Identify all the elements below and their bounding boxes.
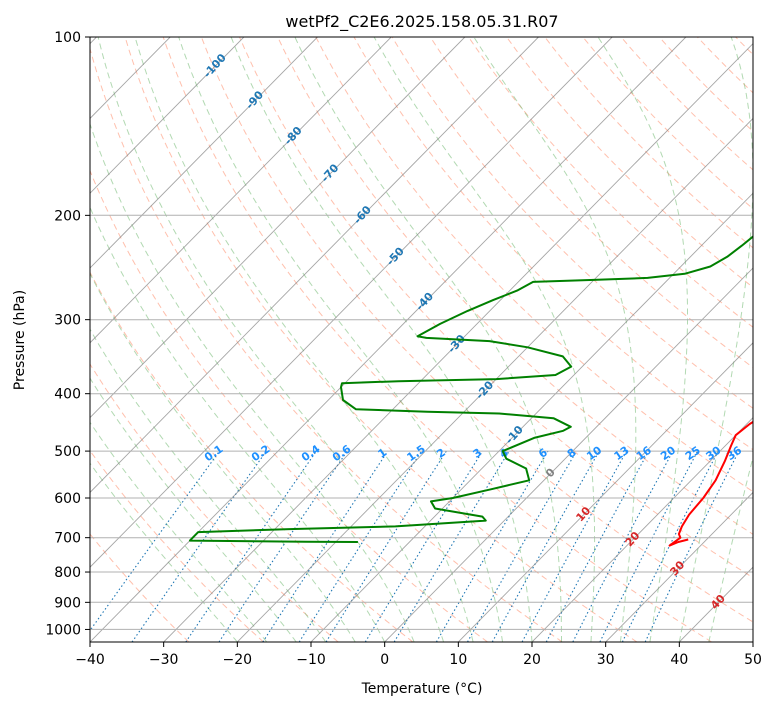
mixing-ratio-line [218, 450, 348, 642]
isotherm-line [605, 491, 753, 642]
isotherm-line [457, 342, 753, 642]
dry-adiabat-line [315, 37, 753, 493]
y-tick-label: 900 [54, 595, 81, 611]
x-tick-label: 0 [380, 652, 389, 668]
isotherm-line [90, 37, 613, 568]
dry-adiabat-line [90, 363, 339, 642]
chart-title: wetPf2_C2E6.2025.158.05.31.R07 [285, 12, 558, 32]
mixing-ratio-line [262, 450, 389, 642]
dry-adiabat-line [468, 37, 753, 328]
isotherm-line [531, 416, 753, 642]
x-tick-label: −30 [149, 652, 179, 668]
mixing-ratio-line [393, 450, 510, 642]
y-tick-label: 100 [54, 30, 81, 46]
y-tick-label: 200 [54, 208, 81, 224]
mixing-ratio-line [298, 450, 423, 642]
mixing-ratio-line [599, 450, 699, 642]
x-tick-label: −10 [296, 652, 326, 668]
y-tick-label: 1000 [45, 622, 81, 638]
dry-adiabat-line [391, 37, 753, 409]
mixing-ratio-line [325, 450, 447, 642]
x-tick-label: 10 [449, 652, 467, 668]
moist-adiabat-line [708, 455, 753, 642]
mixing-ratio-line [90, 450, 220, 632]
isotherm-line [752, 641, 753, 642]
dry-adiabat-line [506, 37, 753, 289]
moist-adiabat-line [90, 272, 356, 642]
x-tick-label: −20 [223, 652, 253, 668]
dewpoint-profile-line [188, 235, 753, 543]
x-tick-label: −40 [75, 652, 105, 668]
isotherm-line [90, 37, 539, 494]
y-tick-label: 700 [54, 531, 81, 547]
isotherm-line [310, 192, 753, 642]
moist-adiabat-line [473, 37, 637, 642]
mixing-ratio-line [545, 450, 650, 642]
moist-adiabat-line [134, 37, 474, 642]
dry-adiabat-line [90, 449, 264, 642]
isotherm-line [90, 37, 245, 194]
moist-adiabat-line [597, 37, 688, 642]
moist-adiabat-line [678, 37, 753, 642]
y-tick-label: 600 [54, 491, 81, 507]
dry-adiabat-line [90, 46, 563, 642]
x-tick-label: 30 [597, 652, 615, 668]
dry-adiabat-line [200, 37, 753, 623]
x-tick-label: 50 [744, 652, 762, 668]
moist-adiabat-line [90, 462, 238, 642]
x-tick-label: 40 [670, 652, 688, 668]
x-tick-label: 20 [523, 652, 541, 668]
y-tick-label: 300 [54, 313, 81, 329]
temperature-profile-line [668, 420, 753, 547]
isotherm-line [384, 267, 753, 642]
moist-adiabat-line [90, 122, 415, 642]
mixing-ratio-line [364, 450, 484, 642]
moist-adiabat-line [294, 37, 562, 642]
dry-adiabat-line [124, 37, 638, 642]
dry-adiabat-line [90, 169, 488, 642]
moist-adiabat-line [230, 37, 533, 642]
moist-adiabat-line [90, 421, 268, 642]
mixing-ratio-line [521, 450, 628, 642]
mixing-ratio-line [644, 450, 740, 642]
mixing-ratio-line [185, 450, 317, 642]
y-tick-label: 500 [54, 444, 81, 460]
isotherm-line [90, 37, 392, 344]
dry-adiabat-line [429, 37, 753, 369]
mixing-ratio-line [621, 450, 719, 642]
plot-background [90, 37, 753, 642]
dry-adiabat-line [239, 37, 753, 579]
isotherm-line [90, 37, 466, 419]
x-axis-label: Temperature (°C) [361, 681, 483, 697]
y-tick-label: 400 [54, 387, 81, 403]
moist-adiabat-line [90, 206, 386, 642]
y-tick-label: 800 [54, 565, 81, 581]
plot-frame [89, 36, 754, 643]
dry-adiabat-line [162, 37, 712, 642]
moist-adiabat-line [97, 37, 445, 642]
moist-adiabat-line [178, 37, 503, 642]
y-axis-label: Pressure (hPa) [12, 290, 28, 390]
isotherm-line [90, 37, 318, 269]
